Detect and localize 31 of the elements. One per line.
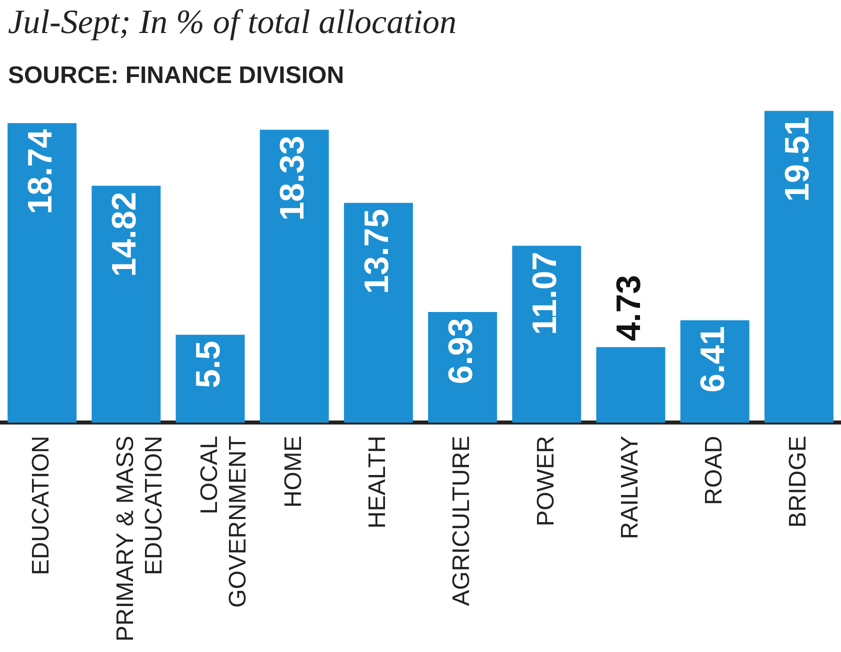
x-tick-label: ROAD: [700, 436, 728, 506]
x-tick-label: HEALTH: [364, 436, 392, 529]
data-label: 6.93: [442, 318, 480, 384]
bar: [680, 320, 750, 423]
x-tick-label: LOCAL GOVERNMENT: [196, 435, 252, 608]
bar: [764, 110, 834, 423]
data-label: 14.82: [106, 192, 144, 277]
bar: [596, 347, 666, 423]
source-note: SOURCE: FINANCE DIVISION: [8, 62, 344, 90]
data-label: 11.07: [526, 252, 564, 335]
x-tick-label: POWER: [532, 436, 560, 526]
x-tick-label: AGRICULTURE: [448, 436, 476, 606]
x-tick-label: HOME: [280, 436, 307, 508]
bar: [344, 202, 413, 423]
bar: [512, 246, 582, 423]
bar: [92, 186, 161, 423]
bar: [8, 123, 77, 423]
data-label: 13.75: [358, 208, 396, 294]
data-label: 18.33: [274, 136, 312, 221]
data-label: 5.5: [190, 340, 228, 388]
bar: [176, 334, 245, 423]
x-tick-label: RAILWAY: [616, 436, 644, 540]
x-tick-label: EDUCATION: [28, 436, 55, 576]
data-label: 19.51: [778, 116, 816, 202]
x-tick-label: PRIMARY & MASS EDUCATION: [112, 436, 168, 642]
x-tick-label: BRIDGE: [784, 436, 812, 528]
data-label: 4.73: [610, 274, 648, 342]
data-label: 6.41: [694, 326, 732, 392]
chart-title: Jul-Sept; In % of total allocation: [8, 4, 457, 42]
bar: [260, 130, 329, 423]
data-label: 18.74: [21, 129, 60, 214]
